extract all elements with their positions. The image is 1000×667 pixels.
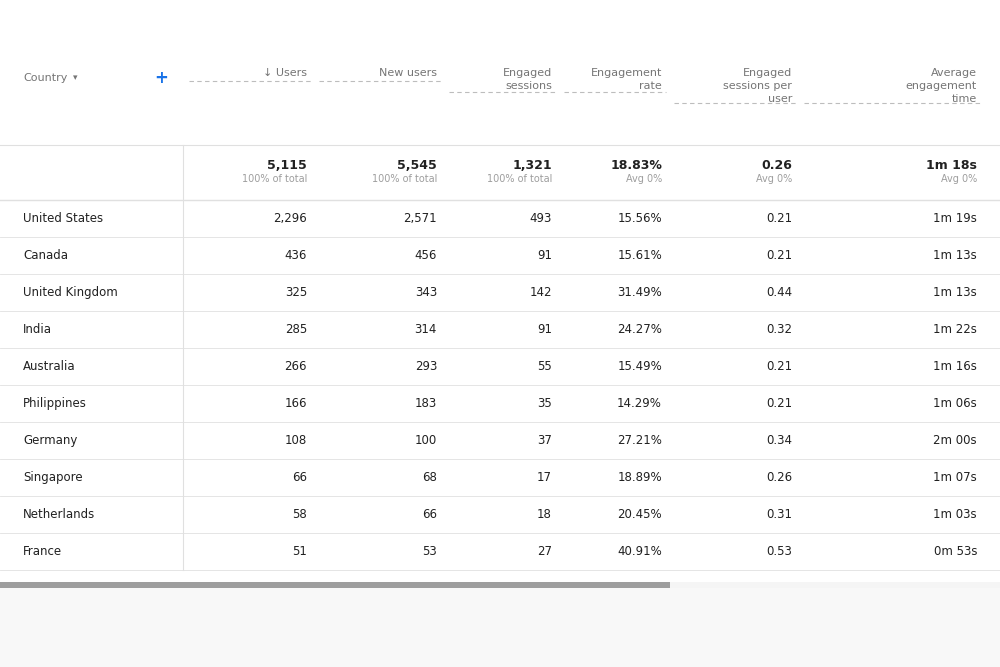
Text: 0.31: 0.31: [766, 508, 792, 521]
Text: Germany: Germany: [23, 434, 77, 447]
Text: 100% of total: 100% of total: [242, 173, 307, 183]
Text: Avg 0%: Avg 0%: [756, 173, 792, 183]
Text: 436: 436: [285, 249, 307, 262]
Text: 24.27%: 24.27%: [617, 323, 662, 336]
Text: Avg 0%: Avg 0%: [626, 173, 662, 183]
Text: 91: 91: [537, 323, 552, 336]
Text: ▾: ▾: [73, 73, 78, 83]
Text: 142: 142: [530, 286, 552, 299]
Text: 293: 293: [415, 360, 437, 373]
Text: Country: Country: [23, 73, 67, 83]
Text: 31.49%: 31.49%: [617, 286, 662, 299]
Text: 2,296: 2,296: [273, 212, 307, 225]
Text: 18.83%: 18.83%: [610, 159, 662, 172]
Text: 15.49%: 15.49%: [617, 360, 662, 373]
Text: ↓ Users: ↓ Users: [263, 68, 307, 78]
Text: 2,571: 2,571: [403, 212, 437, 225]
Bar: [0, 582, 1000, 588]
Text: 100% of total: 100% of total: [487, 173, 552, 183]
Text: Avg 0%: Avg 0%: [941, 173, 977, 183]
Text: 1m 19s: 1m 19s: [933, 212, 977, 225]
Text: Australia: Australia: [23, 360, 76, 373]
Text: 285: 285: [285, 323, 307, 336]
Bar: [0, 588, 1000, 667]
Text: Canada: Canada: [23, 249, 68, 262]
Text: United Kingdom: United Kingdom: [23, 286, 118, 299]
Text: 1m 18s: 1m 18s: [926, 159, 977, 172]
Text: Netherlands: Netherlands: [23, 508, 95, 521]
Text: 0.21: 0.21: [766, 397, 792, 410]
Text: Philippines: Philippines: [23, 397, 87, 410]
Text: 14.29%: 14.29%: [617, 397, 662, 410]
Text: 100: 100: [415, 434, 437, 447]
Text: 20.45%: 20.45%: [617, 508, 662, 521]
Text: 266: 266: [285, 360, 307, 373]
Text: 493: 493: [530, 212, 552, 225]
Text: 183: 183: [415, 397, 437, 410]
Text: 40.91%: 40.91%: [617, 545, 662, 558]
Text: 37: 37: [537, 434, 552, 447]
Text: 58: 58: [292, 508, 307, 521]
Text: 1m 22s: 1m 22s: [933, 323, 977, 336]
Text: 0.32: 0.32: [766, 323, 792, 336]
Text: 343: 343: [415, 286, 437, 299]
Text: 1,321: 1,321: [512, 159, 552, 172]
Text: 1m 13s: 1m 13s: [933, 286, 977, 299]
Text: 0.21: 0.21: [766, 212, 792, 225]
Text: Engaged
sessions per
user: Engaged sessions per user: [723, 68, 792, 105]
Text: 0.53: 0.53: [766, 545, 792, 558]
Text: 66: 66: [292, 471, 307, 484]
Text: 0.21: 0.21: [766, 360, 792, 373]
Text: 17: 17: [537, 471, 552, 484]
Text: Engaged
sessions: Engaged sessions: [503, 68, 552, 91]
Text: Singapore: Singapore: [23, 471, 83, 484]
Text: 1m 16s: 1m 16s: [933, 360, 977, 373]
Text: 15.61%: 15.61%: [617, 249, 662, 262]
Text: 18.89%: 18.89%: [617, 471, 662, 484]
Text: 2m 00s: 2m 00s: [933, 434, 977, 447]
Text: New users: New users: [379, 68, 437, 78]
Text: 68: 68: [422, 471, 437, 484]
Text: 0.21: 0.21: [766, 249, 792, 262]
Text: 15.56%: 15.56%: [617, 212, 662, 225]
Text: United States: United States: [23, 212, 103, 225]
Text: 100% of total: 100% of total: [372, 173, 437, 183]
Text: 55: 55: [537, 360, 552, 373]
Text: 53: 53: [422, 545, 437, 558]
Text: India: India: [23, 323, 52, 336]
Text: 0.44: 0.44: [766, 286, 792, 299]
Text: 1m 07s: 1m 07s: [933, 471, 977, 484]
Text: 5,545: 5,545: [397, 159, 437, 172]
Text: 35: 35: [537, 397, 552, 410]
Text: Engagement
rate: Engagement rate: [591, 68, 662, 91]
Text: France: France: [23, 545, 62, 558]
Text: 0.26: 0.26: [761, 159, 792, 172]
Text: 18: 18: [537, 508, 552, 521]
Text: 0.26: 0.26: [766, 471, 792, 484]
Text: 0.34: 0.34: [766, 434, 792, 447]
Text: 66: 66: [422, 508, 437, 521]
Text: 5,115: 5,115: [267, 159, 307, 172]
Text: 456: 456: [415, 249, 437, 262]
Text: 1m 03s: 1m 03s: [933, 508, 977, 521]
Text: 27: 27: [537, 545, 552, 558]
Text: 108: 108: [285, 434, 307, 447]
Text: 1m 06s: 1m 06s: [933, 397, 977, 410]
Text: 51: 51: [292, 545, 307, 558]
Text: +: +: [154, 69, 168, 87]
Bar: [0, 582, 670, 588]
Text: 91: 91: [537, 249, 552, 262]
Text: Average
engagement
time: Average engagement time: [906, 68, 977, 105]
Text: 27.21%: 27.21%: [617, 434, 662, 447]
Text: 166: 166: [285, 397, 307, 410]
Text: 325: 325: [285, 286, 307, 299]
Text: 0m 53s: 0m 53s: [934, 545, 977, 558]
Text: 314: 314: [415, 323, 437, 336]
Text: 1m 13s: 1m 13s: [933, 249, 977, 262]
